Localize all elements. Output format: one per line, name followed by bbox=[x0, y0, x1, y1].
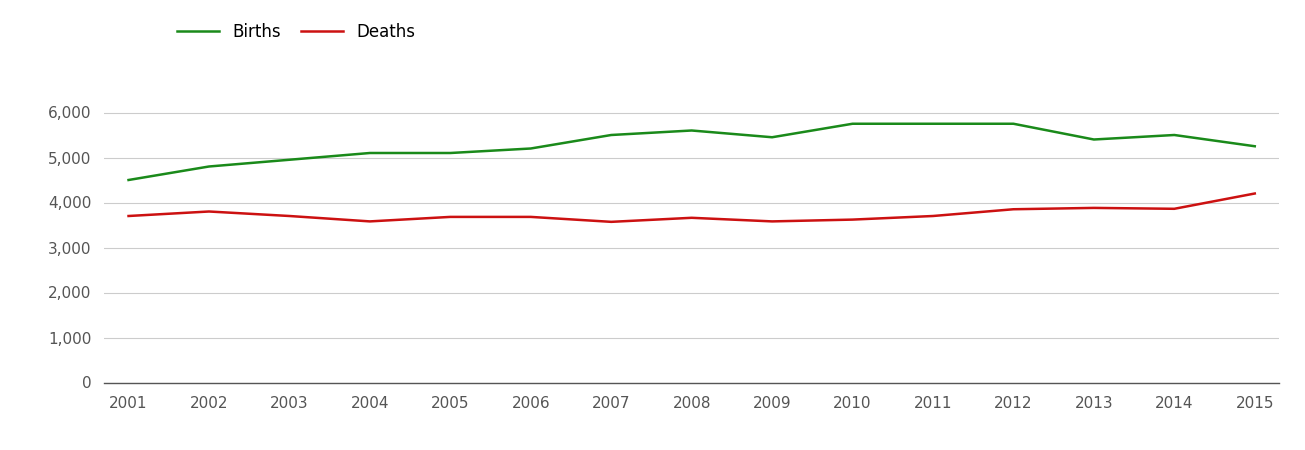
Deaths bbox=[201, 209, 217, 214]
Births bbox=[1248, 144, 1263, 149]
Births bbox=[925, 121, 941, 126]
Deaths bbox=[1086, 205, 1101, 211]
Deaths bbox=[523, 214, 539, 220]
Deaths bbox=[925, 213, 941, 219]
Births bbox=[120, 177, 136, 183]
Births bbox=[1006, 121, 1022, 126]
Line: Deaths: Deaths bbox=[128, 194, 1255, 222]
Legend: Births, Deaths: Births, Deaths bbox=[177, 23, 415, 41]
Births bbox=[282, 157, 298, 162]
Line: Births: Births bbox=[128, 124, 1255, 180]
Births bbox=[844, 121, 860, 126]
Births bbox=[765, 135, 780, 140]
Births bbox=[1086, 137, 1101, 142]
Deaths bbox=[1248, 191, 1263, 196]
Births bbox=[523, 146, 539, 151]
Births bbox=[442, 150, 458, 156]
Births bbox=[603, 132, 619, 138]
Deaths bbox=[1167, 206, 1182, 211]
Deaths bbox=[361, 219, 377, 224]
Deaths bbox=[844, 217, 860, 222]
Deaths bbox=[1006, 207, 1022, 212]
Births bbox=[1167, 132, 1182, 138]
Deaths bbox=[765, 219, 780, 224]
Births bbox=[201, 164, 217, 169]
Deaths bbox=[282, 213, 298, 219]
Deaths bbox=[603, 219, 619, 225]
Deaths bbox=[442, 214, 458, 220]
Deaths bbox=[684, 215, 699, 220]
Deaths bbox=[120, 213, 136, 219]
Births bbox=[684, 128, 699, 133]
Births bbox=[361, 150, 377, 156]
